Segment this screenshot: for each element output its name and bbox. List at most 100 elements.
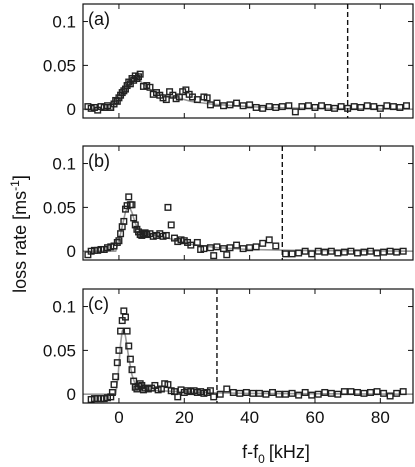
y-tick-label: 0.05 <box>43 198 76 217</box>
panel-data <box>83 193 413 260</box>
data-point <box>393 248 401 256</box>
data-point <box>110 381 118 389</box>
data-point <box>249 389 257 397</box>
x-axis-label: f-f0 [kHz] <box>242 442 310 466</box>
data-point <box>399 388 407 396</box>
data-point <box>314 247 322 255</box>
data-point <box>246 244 254 252</box>
data-point <box>363 102 371 110</box>
data-point <box>259 239 267 247</box>
panel-2: 0 0.05 0.1 (b) <box>43 145 414 261</box>
x-axis-label-main: f-f <box>242 442 259 462</box>
data-point <box>125 193 133 201</box>
x-tick-label: 0 <box>114 408 123 427</box>
data-point <box>347 247 355 255</box>
data-point <box>123 327 131 335</box>
data-point <box>282 390 290 398</box>
data-point <box>233 99 241 107</box>
data-point <box>327 389 335 397</box>
data-point <box>187 241 195 249</box>
data-point <box>120 307 128 315</box>
y-axis-label-end: ] <box>10 175 30 180</box>
data-point <box>376 104 384 112</box>
data-point <box>373 249 381 257</box>
panel-data <box>83 307 413 403</box>
data-point <box>311 103 319 111</box>
data-point <box>223 251 231 259</box>
data-point <box>278 103 286 111</box>
data-point <box>334 390 342 398</box>
data-point <box>128 366 136 374</box>
data-point <box>120 217 128 225</box>
data-point <box>206 101 214 109</box>
data-point <box>112 373 120 381</box>
x-tick-label: 20 <box>175 408 194 427</box>
data-point <box>162 231 170 239</box>
data-point <box>318 102 326 110</box>
data-point <box>295 249 303 257</box>
data-point <box>219 102 227 110</box>
data-point <box>107 393 115 401</box>
panel-frame <box>82 3 414 119</box>
panel-label: (c) <box>88 294 109 314</box>
data-point <box>128 201 136 209</box>
data-point <box>252 103 260 111</box>
data-point <box>301 247 309 255</box>
data-point <box>285 102 293 110</box>
y-tick-label: 0.05 <box>43 56 76 75</box>
data-point <box>126 355 134 363</box>
y-axis-label: loss rate [ms-1] <box>8 175 30 293</box>
data-point <box>334 249 342 257</box>
data-point <box>252 243 260 251</box>
data-point <box>117 230 125 238</box>
data-point <box>262 390 270 398</box>
data-point <box>117 327 125 335</box>
data-point <box>213 243 221 251</box>
y-tick-label: 0.1 <box>52 13 76 32</box>
data-point <box>295 391 303 399</box>
data-point <box>223 385 231 393</box>
data-point <box>239 102 247 110</box>
panel-label: (b) <box>88 151 110 171</box>
y-tick-label: 0.1 <box>52 298 76 317</box>
panel-3: 0 0.05 0.1 0 20 40 60 80 (c) <box>43 288 414 427</box>
data-point <box>370 103 378 111</box>
data-point <box>380 389 388 397</box>
data-point <box>193 96 201 104</box>
data-point <box>308 391 316 399</box>
data-point <box>272 103 280 111</box>
data-point <box>340 248 348 256</box>
data-point <box>229 388 237 396</box>
panel-frame <box>82 145 414 261</box>
data-point <box>121 205 129 213</box>
data-point <box>353 249 361 257</box>
y-tick-label: 0.1 <box>52 155 76 174</box>
data-point <box>324 103 332 111</box>
panel-label: (a) <box>88 9 110 29</box>
x-axis-label-subscript: 0 <box>258 452 265 466</box>
data-point <box>301 388 309 396</box>
data-point <box>272 242 280 250</box>
data-point <box>386 247 394 255</box>
data-point <box>246 101 254 109</box>
data-point <box>304 102 312 110</box>
data-point <box>115 237 123 245</box>
data-point <box>347 388 355 396</box>
data-point <box>380 248 388 256</box>
data-point <box>386 392 394 400</box>
data-point <box>340 388 348 396</box>
data-point <box>399 247 407 255</box>
y-axis-label-superscript: -1 <box>8 180 22 191</box>
data-point <box>125 342 133 350</box>
y-tick-label: 0 <box>67 100 76 119</box>
data-point <box>108 388 116 396</box>
y-tick-label: 0.05 <box>43 341 76 360</box>
x-tick-label: 60 <box>306 408 325 427</box>
data-point <box>121 85 129 93</box>
data-point <box>259 104 267 112</box>
panel-1: 0 0.05 0.1 (a) <box>43 3 414 119</box>
data-point <box>360 248 368 256</box>
data-point <box>226 244 234 252</box>
data-point <box>255 389 263 397</box>
